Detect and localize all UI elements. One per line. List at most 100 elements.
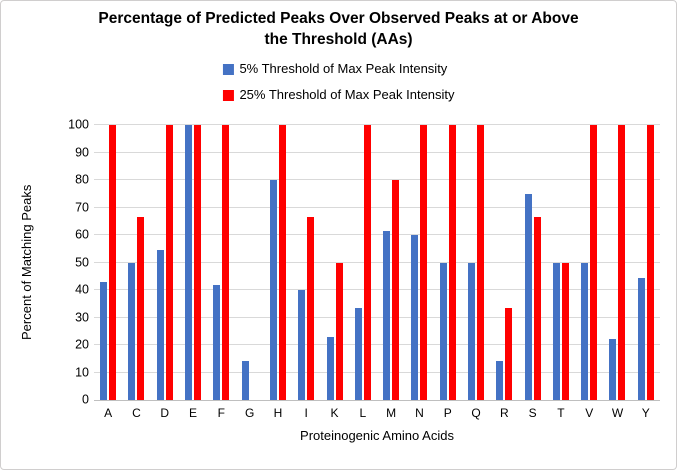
category-group-N <box>405 125 433 400</box>
chart-title: Percentage of Predicted Peaks Over Obser… <box>1 8 676 50</box>
x-tick-label-H: H <box>273 406 283 420</box>
category-group-T <box>547 125 575 400</box>
y-axis-ticks: 0 10 20 30 40 50 60 70 80 90 100 <box>1 118 89 406</box>
y-tick-label-40: 40 <box>75 282 89 297</box>
bar-5pct-C <box>128 262 136 400</box>
gridline-90 <box>94 151 660 153</box>
category-group-D <box>151 125 179 400</box>
x-tick-label-F: F <box>217 406 225 420</box>
bar-5pct-H <box>269 180 277 400</box>
category-group-A <box>94 125 122 400</box>
category-group-K <box>320 125 348 400</box>
y-tick-label-50: 50 <box>75 255 89 269</box>
category-group-R <box>490 125 518 400</box>
category-group-H <box>264 125 292 400</box>
y-tick-label-100: 100 <box>68 117 89 132</box>
bar-5pct-W <box>609 338 617 400</box>
x-tick-label-M: M <box>386 406 397 420</box>
category-group-Y <box>632 125 660 400</box>
bar-25pct-R <box>505 308 513 400</box>
bar-25pct-W <box>618 125 626 400</box>
bar-25pct-M <box>392 180 400 400</box>
bar-25pct-Q <box>477 125 484 400</box>
gridline-100 <box>94 124 660 125</box>
category-group-W <box>603 125 631 400</box>
y-tick-label-90: 90 <box>75 145 89 159</box>
bar-25pct-H <box>278 125 286 400</box>
x-tick-label-V: V <box>585 406 594 420</box>
bar-5pct-G <box>241 360 249 400</box>
chart-title-line-1: Percentage of Predicted Peaks Over Obser… <box>98 10 579 27</box>
chart-title-line-2: the Threshold (AAs) <box>264 31 413 48</box>
bar-5pct-F <box>213 285 221 400</box>
x-tick-label-C: C <box>132 406 141 420</box>
category-group-G <box>235 125 263 400</box>
legend-label-25pct: 25% Threshold of Max Peak Intensity <box>239 87 455 102</box>
bars <box>94 125 660 400</box>
plot-area <box>94 124 660 401</box>
bar-25pct-P <box>448 125 456 400</box>
category-group-I <box>292 125 320 400</box>
x-tick-label-G: G <box>244 406 255 420</box>
bar-5pct-I <box>298 290 306 400</box>
bar-5pct-N <box>411 235 419 400</box>
bar-25pct-D <box>165 125 173 400</box>
bar-25pct-L <box>363 125 371 400</box>
bar-5pct-K <box>326 336 334 400</box>
y-tick-label-0: 0 <box>82 392 89 407</box>
x-tick-label-I: I <box>304 406 308 420</box>
gridline-20 <box>94 344 660 345</box>
x-tick-label-Q: Q <box>471 406 481 420</box>
y-tick-label-20: 20 <box>75 337 89 352</box>
bar-5pct-M <box>383 230 391 400</box>
bar-5pct-Y <box>637 277 645 400</box>
gridline-70 <box>94 206 660 208</box>
bar-5pct-T <box>552 262 560 400</box>
category-group-E <box>179 125 207 400</box>
gridline-60 <box>94 234 660 235</box>
category-group-P <box>434 125 462 400</box>
bar-5pct-A <box>100 282 108 400</box>
y-tick-label-80: 80 <box>75 172 89 187</box>
x-tick-label-E: E <box>189 406 198 420</box>
legend-item-5pct: 5% Threshold of Max Peak Intensity <box>222 61 447 77</box>
bar-5pct-R <box>496 360 504 400</box>
bar-5pct-P <box>439 262 447 400</box>
gridline-40 <box>94 289 660 290</box>
bar-5pct-D <box>156 250 164 400</box>
gridline-10 <box>94 371 660 373</box>
bar-25pct-N <box>420 125 428 400</box>
y-tick-label-30: 30 <box>75 310 89 324</box>
legend: 5% Threshold of Max Peak Intensity 25% Th… <box>222 61 455 103</box>
x-tick-label-L: L <box>359 406 367 420</box>
bar-25pct-C <box>137 216 145 400</box>
bar-25pct-Y <box>646 125 654 400</box>
bar-25pct-T <box>561 262 569 400</box>
y-tick-label-60: 60 <box>75 227 89 242</box>
x-tick-label-P: P <box>443 406 452 420</box>
bar-25pct-I <box>307 216 315 400</box>
gridline-30 <box>94 316 660 318</box>
legend-swatch-icon-25pct <box>222 89 234 101</box>
category-group-Q <box>462 125 490 400</box>
bar-5pct-V <box>581 262 589 400</box>
legend-item-25pct: 25% Threshold of Max Peak Intensity <box>222 87 455 103</box>
bar-25pct-K <box>335 262 343 400</box>
legend-label-5pct: 5% Threshold of Max Peak Intensity <box>239 61 448 76</box>
category-group-V <box>575 125 603 400</box>
bar-25pct-A <box>109 125 117 400</box>
y-tick-label-10: 10 <box>75 365 89 379</box>
bar-25pct-F <box>222 125 230 400</box>
category-group-C <box>122 125 150 400</box>
x-tick-label-K: K <box>330 406 339 420</box>
bar-5pct-S <box>524 193 532 400</box>
category-group-S <box>518 125 546 400</box>
bar-5pct-Q <box>468 262 475 400</box>
x-tick-label-S: S <box>528 406 537 420</box>
legend-swatch-icon-5pct <box>222 63 234 75</box>
y-tick-label-70: 70 <box>75 200 89 214</box>
x-tick-label-W: W <box>611 406 624 420</box>
x-axis-title: Proteinogenic Amino Acids <box>300 428 454 443</box>
